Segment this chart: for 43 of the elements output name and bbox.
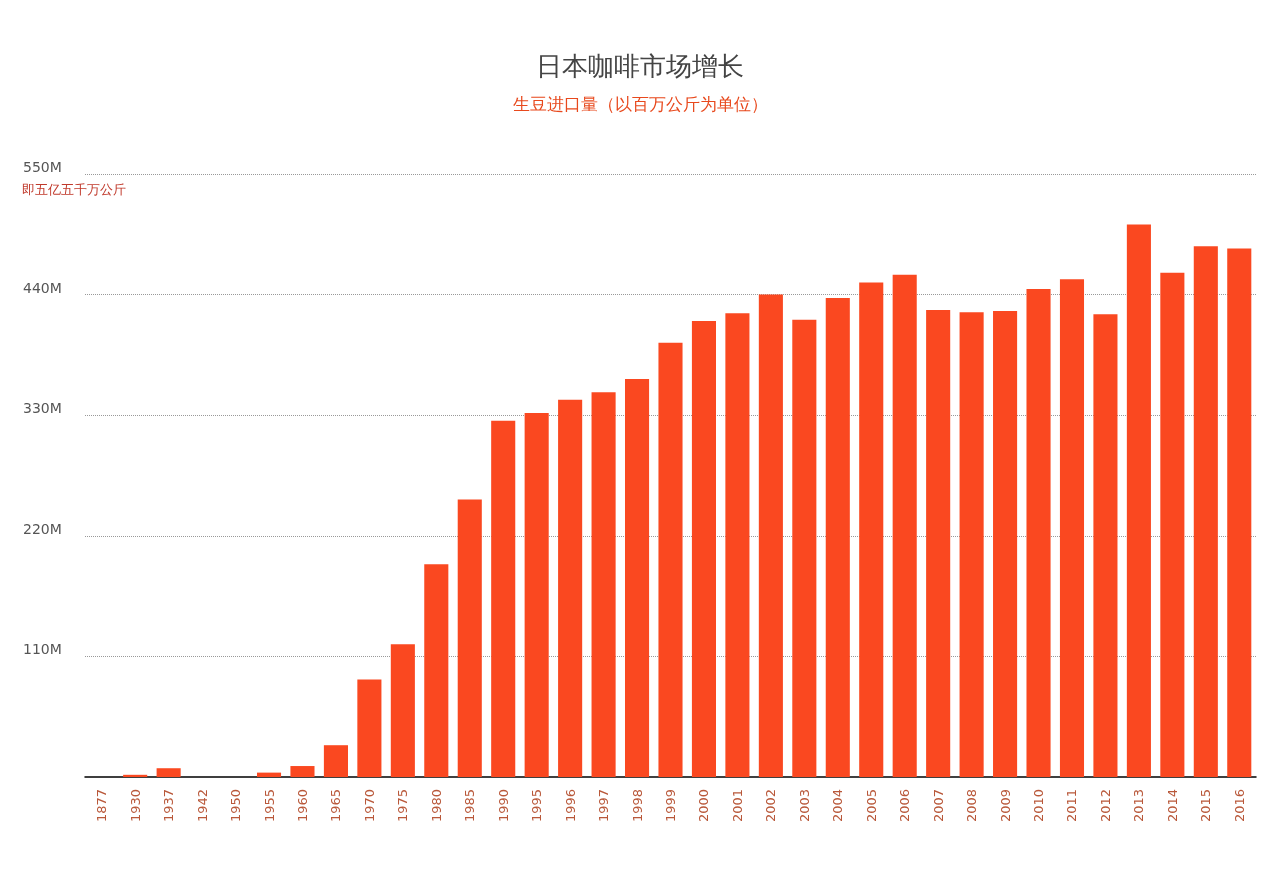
x-tick-label: 2003 bbox=[796, 789, 812, 823]
x-tick-label: 1998 bbox=[629, 789, 645, 823]
x-tick-label: 1990 bbox=[495, 789, 511, 823]
x-tick-label: 2016 bbox=[1231, 789, 1247, 823]
chart-title: 日本咖啡市场增长 bbox=[536, 51, 744, 81]
x-tick-label: 1955 bbox=[261, 789, 277, 823]
annotation: 即五亿五千万公斤 bbox=[22, 182, 126, 197]
x-tick-label: 2004 bbox=[830, 789, 846, 823]
chart-subtitle: 生豆进口量（以百万公斤为单位） bbox=[512, 93, 768, 114]
x-tick-label: 2009 bbox=[997, 789, 1013, 823]
x-tick-label: 1877 bbox=[94, 789, 110, 823]
x-tick-label: 2010 bbox=[1031, 789, 1047, 823]
x-tick-label: 1942 bbox=[194, 789, 210, 823]
x-tick-label: 1950 bbox=[228, 789, 244, 823]
x-tick-label: 1980 bbox=[428, 789, 444, 823]
x-tick-label: 2012 bbox=[1097, 789, 1113, 823]
x-tick-label: 1965 bbox=[328, 789, 344, 823]
x-tick-label: 1937 bbox=[161, 789, 177, 823]
x-tick-label: 2000 bbox=[696, 789, 712, 823]
x-tick-label: 1975 bbox=[395, 789, 411, 823]
y-tick-label: 550M bbox=[23, 159, 62, 175]
y-tick-label: 440M bbox=[23, 279, 62, 296]
x-tick-label: 1996 bbox=[562, 789, 578, 823]
x-tick-label: 1999 bbox=[663, 789, 678, 823]
x-tick-label: 1960 bbox=[294, 789, 310, 823]
x-tick-label: 1930 bbox=[127, 789, 143, 823]
y-tick-label: 220M bbox=[23, 520, 62, 537]
x-tick-label: 2006 bbox=[897, 789, 913, 823]
y-tick-label: 330M bbox=[23, 400, 62, 417]
x-tick-label: 2005 bbox=[863, 789, 879, 823]
x-tick-label: 1995 bbox=[529, 789, 545, 823]
x-tick-label: 1985 bbox=[462, 789, 478, 823]
x-tick-label: 2007 bbox=[930, 789, 946, 823]
x-tick-label: 2001 bbox=[729, 789, 745, 823]
x-tick-label: 2013 bbox=[1131, 789, 1147, 823]
x-tick-label: 2002 bbox=[763, 789, 779, 823]
x-tick-label: 2011 bbox=[1064, 789, 1080, 823]
y-tick-label: 110M bbox=[23, 641, 62, 658]
x-tick-label: 1970 bbox=[361, 789, 377, 823]
x-tick-label: 2014 bbox=[1164, 789, 1180, 823]
x-tick-label: 2008 bbox=[964, 789, 980, 823]
x-tick-label: 2015 bbox=[1198, 789, 1214, 823]
x-tick-label: 1997 bbox=[596, 789, 612, 823]
